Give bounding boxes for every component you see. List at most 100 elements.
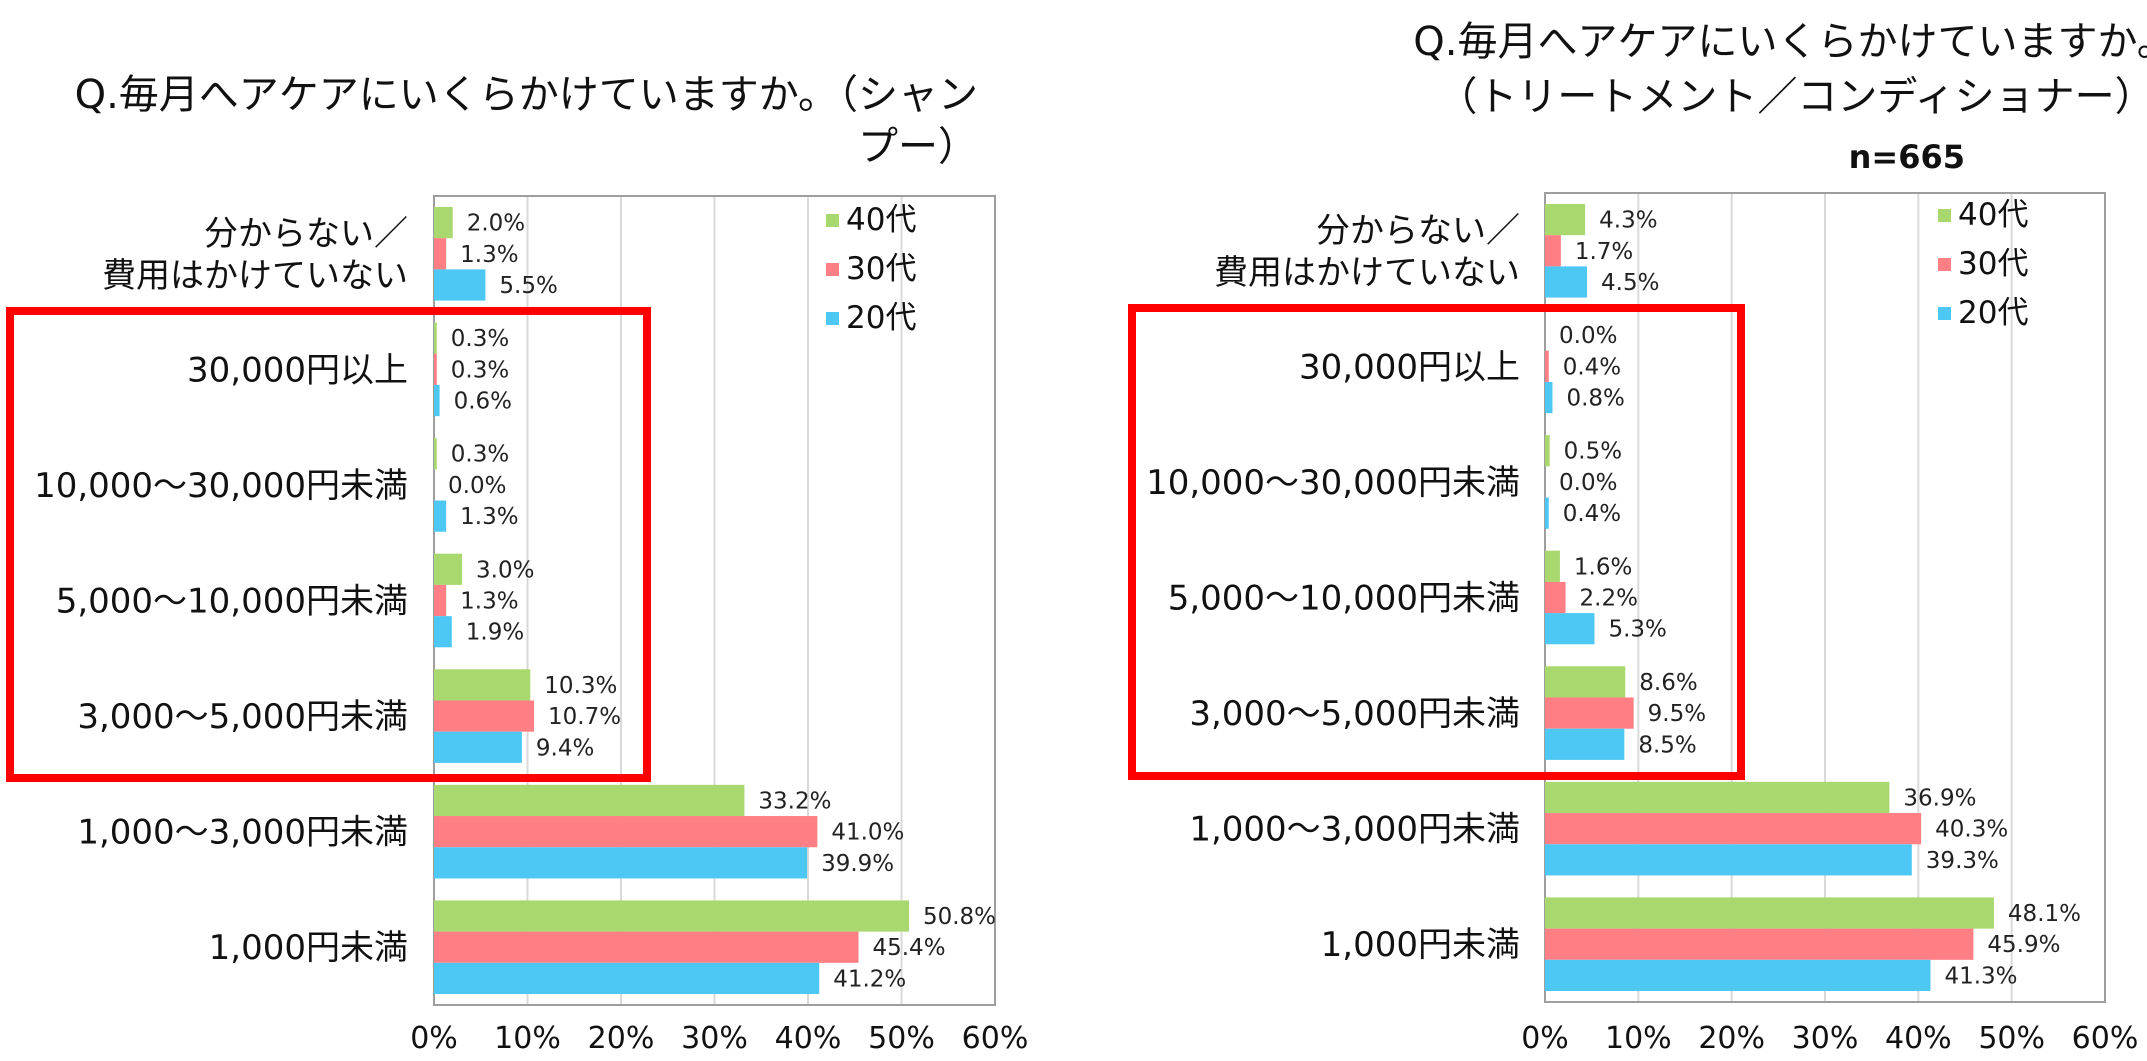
- data-label: 2.2%: [1580, 586, 1638, 612]
- data-label: 40.3%: [1935, 817, 2008, 843]
- data-label: 9.5%: [1648, 701, 1706, 727]
- bar: [1545, 497, 1549, 529]
- data-label: 39.9%: [821, 851, 894, 877]
- category-label: 3,000〜5,000円未満: [1189, 694, 1520, 734]
- chart-title: （トリートメント／コンディショナー）: [1437, 74, 2147, 120]
- data-label: 10.7%: [548, 704, 621, 730]
- bar: [1545, 813, 1922, 845]
- data-label: 4.5%: [1601, 270, 1659, 296]
- bar: [1545, 959, 1931, 992]
- bar: [434, 847, 808, 879]
- legend-label: 20代: [846, 300, 916, 336]
- bar: [434, 500, 447, 532]
- x-tick-label: 10%: [1605, 1021, 1672, 1056]
- bar: [434, 962, 820, 995]
- category-label: 10,000〜30,000円未満: [1146, 463, 1520, 503]
- data-label: 0.8%: [1566, 386, 1624, 412]
- category-label: 1,000〜3,000円未満: [1189, 810, 1520, 850]
- data-label: 4.3%: [1599, 208, 1657, 234]
- data-label: 41.3%: [1944, 963, 2017, 989]
- data-label: 45.4%: [872, 935, 945, 961]
- data-label: 0.4%: [1563, 354, 1621, 380]
- data-label: 0.3%: [451, 326, 509, 352]
- bar: [434, 322, 437, 354]
- x-tick-label: 60%: [962, 1021, 1029, 1056]
- legend-swatch: [1938, 258, 1951, 271]
- legend-label: 30代: [846, 251, 916, 287]
- x-tick-label: 0%: [410, 1021, 458, 1056]
- data-label: 0.3%: [451, 442, 509, 468]
- legend-label: 40代: [1958, 197, 2028, 233]
- data-label: 3.0%: [476, 557, 534, 583]
- legend-swatch: [1938, 307, 1951, 320]
- data-label: 50.8%: [923, 904, 996, 930]
- data-label: 39.3%: [1926, 848, 1999, 874]
- data-label: 2.0%: [467, 211, 525, 237]
- bar: [1545, 897, 1994, 929]
- x-tick-label: 30%: [681, 1021, 748, 1056]
- legend-swatch: [826, 214, 839, 227]
- data-label: 1.6%: [1574, 554, 1632, 580]
- bar: [1545, 350, 1549, 382]
- data-label: 48.1%: [2008, 901, 2081, 927]
- category-label: 5,000〜10,000円未満: [56, 582, 408, 622]
- data-label: 33.2%: [758, 788, 831, 814]
- x-tick-label: 40%: [775, 1021, 842, 1056]
- data-label: 9.4%: [536, 735, 594, 761]
- data-label: 0.5%: [1564, 439, 1622, 465]
- bar: [1545, 844, 1912, 876]
- bar: [1545, 728, 1625, 760]
- x-tick-label: 60%: [2072, 1021, 2139, 1056]
- bar: [1545, 203, 1586, 236]
- data-label: 1.9%: [466, 620, 524, 646]
- bar: [1545, 435, 1550, 467]
- x-tick-label: 20%: [588, 1021, 655, 1056]
- legend-swatch: [1938, 209, 1951, 222]
- chart-2: 0% 10% 20% 30% 40% 50% 60% 4.3% 1.7% 4.5% 分からない／費用…: [1128, 19, 2147, 1056]
- data-label: 8.5%: [1638, 732, 1696, 758]
- bar: [434, 616, 452, 648]
- bar: [434, 784, 745, 817]
- data-label: 0.0%: [448, 473, 506, 499]
- category-label: 分からない／: [1316, 211, 1520, 251]
- x-tick-label: 10%: [494, 1021, 561, 1056]
- sample-size-label: n=665: [1849, 138, 1965, 176]
- category-label: 30,000円以上: [187, 350, 408, 390]
- data-label: 1.3%: [460, 504, 518, 530]
- data-label: 0.0%: [1559, 470, 1617, 496]
- data-label: 1.3%: [460, 242, 518, 268]
- bar: [1545, 235, 1561, 267]
- data-label: 0.6%: [454, 389, 512, 415]
- bar: [434, 238, 447, 270]
- bar: [434, 931, 859, 963]
- bar: [1545, 781, 1890, 814]
- data-label: 36.9%: [1903, 785, 1976, 811]
- category-label: 1,000円未満: [209, 928, 408, 968]
- category-label: 10,000〜30,000円未満: [34, 466, 408, 506]
- x-tick-label: 50%: [868, 1021, 935, 1056]
- data-label: 5.3%: [1608, 617, 1666, 643]
- bar: [1545, 581, 1566, 614]
- data-label: 1.3%: [460, 589, 518, 615]
- category-label: 3,000〜5,000円未満: [77, 697, 408, 737]
- bar: [434, 816, 818, 848]
- x-tick-label: 20%: [1698, 1021, 1765, 1056]
- bar: [434, 269, 486, 301]
- category-label: 分からない／: [204, 214, 408, 254]
- bar: [434, 700, 535, 732]
- data-label: 10.3%: [544, 673, 617, 699]
- bar: [434, 384, 440, 417]
- data-label: 5.5%: [499, 273, 557, 299]
- legend-label: 30代: [1958, 246, 2028, 282]
- category-label: 5,000〜10,000円未満: [1168, 579, 1520, 619]
- bar: [434, 584, 447, 617]
- legend-swatch: [826, 312, 839, 325]
- chart-title: プー）: [858, 124, 978, 170]
- x-tick-label: 30%: [1792, 1021, 1859, 1056]
- bar: [1545, 697, 1634, 729]
- data-label: 41.2%: [833, 966, 906, 992]
- category-label: 1,000円未満: [1321, 925, 1520, 965]
- bar: [1545, 613, 1595, 645]
- data-label: 0.3%: [451, 357, 509, 383]
- legend-label: 20代: [1958, 295, 2028, 331]
